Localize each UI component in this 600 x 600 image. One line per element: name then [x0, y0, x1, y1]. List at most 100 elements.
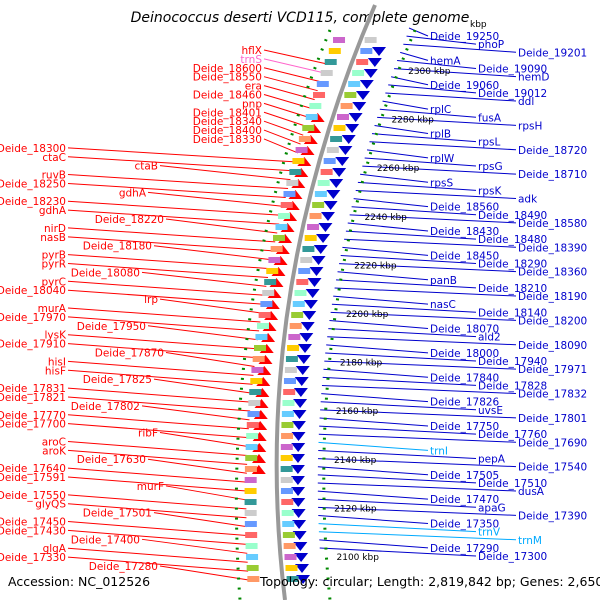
leader-line: [388, 84, 477, 94]
reverse-gene-arrow: [291, 421, 306, 430]
leader-line: [318, 531, 517, 541]
cog-category-block: [244, 510, 257, 516]
reverse-gene-arrow: [313, 245, 328, 254]
gene-label: Deide_18230: [0, 196, 66, 208]
reverse-gene-arrow: [326, 190, 341, 199]
leader-line: [329, 320, 429, 329]
reverse-gene-arrow: [291, 432, 306, 441]
kbp-tick-label: 2280 kbp: [391, 116, 434, 126]
gene-label: rplW: [430, 153, 455, 165]
leader-line: [345, 230, 477, 240]
gene-label: Deide_17821: [0, 392, 66, 404]
gene-label: Deide_17760: [478, 429, 547, 441]
reverse-gene-arrow: [296, 575, 311, 584]
gene-label: Deide_18360: [518, 267, 587, 279]
cog-category-block: [255, 334, 268, 340]
gene-label: rplB: [430, 129, 451, 141]
gene-label: murF: [137, 481, 164, 493]
gene-label: Deide_17802: [71, 401, 140, 413]
leader-line: [357, 181, 477, 191]
gene-label: Deide_18080: [71, 267, 140, 279]
cog-category-block: [249, 389, 262, 395]
gene-label: Deide_17831: [0, 383, 66, 395]
cog-category-block: [284, 367, 297, 373]
gene-label: glgA: [43, 543, 67, 555]
reverse-gene-arrow: [292, 531, 307, 540]
kbp-tick-label: 2260 kbp: [377, 164, 420, 174]
cog-category-block: [244, 521, 257, 527]
leader-line: [67, 182, 286, 198]
gene-label: trnV: [478, 527, 501, 539]
gene-label: Deide_17828: [478, 380, 547, 392]
gene-label: rpsL: [478, 137, 500, 149]
inner-scale-dots: [234, 29, 332, 600]
gene-label: pepA: [478, 454, 506, 466]
leader-line: [320, 401, 477, 411]
reverse-gene-arrow: [341, 135, 356, 144]
leader-line: [362, 165, 517, 175]
cog-category-block: [296, 279, 309, 285]
cog-category-block: [317, 180, 330, 186]
leader-line: [67, 147, 296, 163]
cog-category-block: [292, 301, 305, 307]
cog-category-block: [273, 235, 286, 241]
cog-category-block: [266, 268, 279, 274]
gene-label: Deide_17750: [430, 421, 499, 433]
outer-scale-dots: [322, 29, 417, 600]
gene-label: apaG: [478, 502, 506, 514]
cog-category-block: [288, 334, 301, 340]
gene-label: Deide_17870: [95, 347, 164, 359]
gene-label: gdhA: [119, 187, 147, 199]
gene-label: ddl: [518, 96, 534, 108]
cog-category-block: [246, 433, 259, 439]
reverse-gene-arrow: [318, 223, 333, 232]
leader-line: [263, 58, 325, 74]
cog-category-block: [282, 400, 295, 406]
leader-line: [328, 328, 477, 338]
leader-line: [263, 49, 328, 65]
gene-label: Deide_17950: [77, 321, 146, 333]
leader-line: [317, 498, 477, 508]
leader-line: [153, 245, 272, 261]
gene-label: Deide_17971: [518, 364, 587, 376]
cog-category-block: [256, 323, 269, 329]
cog-category-block: [278, 213, 291, 219]
gene-label: rpsH: [518, 120, 542, 132]
leader-line: [349, 214, 517, 224]
gene-label: pyrR: [42, 259, 67, 271]
kbp-tick-label: 2300 kbp: [408, 67, 451, 77]
gene-features: [244, 37, 387, 584]
cog-category-block: [309, 213, 322, 219]
cog-category-block: [324, 59, 337, 65]
cog-category-block: [275, 224, 288, 230]
leader-line: [67, 503, 247, 519]
kbp-tick-label: 2240 kbp: [364, 213, 407, 223]
cog-category-block: [281, 433, 294, 439]
cog-category-block: [283, 378, 296, 384]
leader-line: [319, 425, 477, 435]
gene-label: Deide_17550: [0, 490, 66, 502]
reverse-gene-arrow: [292, 410, 307, 419]
leader-line: [263, 129, 301, 145]
reverse-gene-arrow: [302, 311, 317, 320]
leader-line: [67, 200, 282, 216]
backbone-curve: [274, 4, 377, 600]
leader-line: [67, 307, 261, 323]
reverse-gene-arrow: [372, 47, 387, 56]
gene-label: Deide_17450: [0, 517, 66, 529]
gene-label: rpsG: [478, 161, 503, 173]
cog-category-block: [280, 444, 293, 450]
leader-line: [351, 206, 477, 216]
cog-category-block: [292, 158, 305, 164]
gene-label: Deide_19012: [478, 88, 547, 100]
gene-label: Deide_17970: [0, 312, 66, 324]
cog-category-block: [307, 224, 320, 230]
reverse-gene-arrow: [309, 267, 324, 276]
gene-label: Deide_17826: [430, 397, 500, 409]
cog-category-block: [262, 290, 275, 296]
leader-line: [379, 108, 477, 118]
gene-label: panB: [430, 275, 457, 287]
gene-label: nirD: [44, 223, 66, 235]
